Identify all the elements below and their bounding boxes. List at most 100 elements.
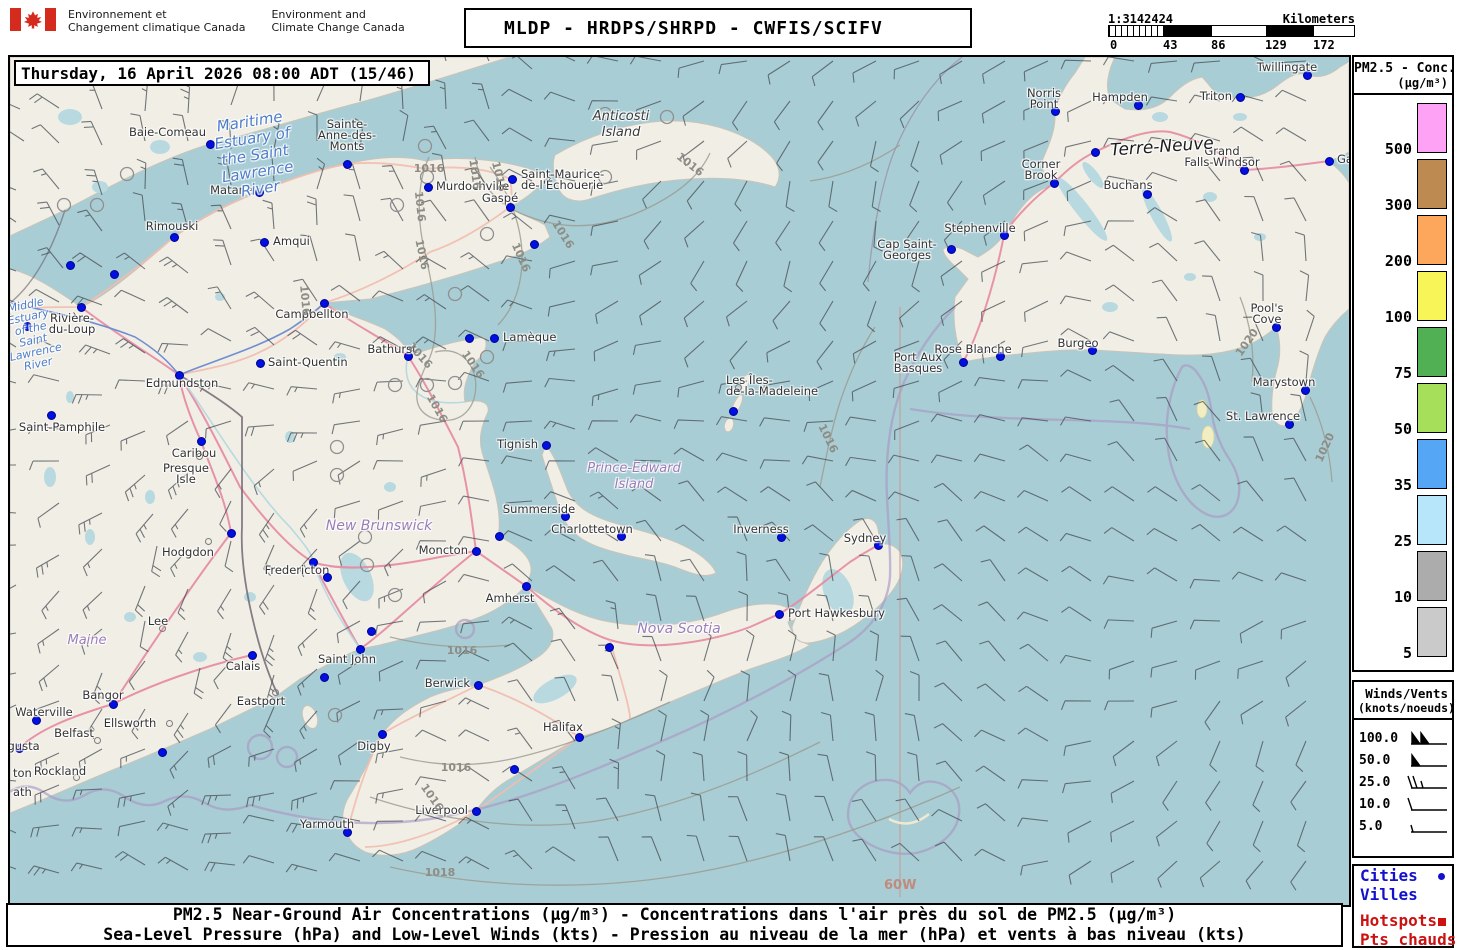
forecast-map: Baie-Comeau Sainte- Anne-des- Monts Matane Ri… — [8, 55, 1351, 907]
city-dot-marker — [343, 828, 352, 837]
hotspot-square-icon — [1438, 918, 1446, 926]
wind-legend-entry: 50.0 — [1354, 750, 1452, 772]
logo-fr-line2: Changement climatique Canada — [68, 21, 246, 34]
isobar-contours — [369, 144, 1333, 886]
city-label: Saint-Quentin — [268, 355, 348, 369]
city-label: Edmundston — [145, 376, 219, 390]
city-label: Eastport — [236, 694, 286, 708]
city-dot-marker — [1134, 101, 1143, 110]
prince-edward-island-label: Prince-Edward Island — [587, 461, 681, 492]
pm25-legend-entry: 500 — [1354, 101, 1452, 158]
city-dot-marker — [309, 558, 318, 567]
city-label: Les Îles-de-la-Madeleine — [726, 373, 819, 398]
city-dot-marker — [248, 651, 257, 660]
map-base-layer — [10, 57, 1349, 897]
city-dot-marker — [561, 512, 570, 521]
city-label: Tignish — [497, 437, 538, 451]
pm25-threshold-value: 50 — [1393, 420, 1412, 438]
city-dot-marker — [777, 533, 786, 542]
caption-line1: PM2.5 Near-Ground Air Concentrations (µg… — [172, 905, 1177, 924]
city-dot-marker — [378, 730, 387, 739]
wind-barb-icon — [1407, 775, 1447, 789]
logo-text-french: Environnement et Changement climatique C… — [68, 8, 245, 34]
isobar-label: 1016 — [440, 761, 472, 774]
pm25-legend-title: PM2.5 - Conc. — [1354, 61, 1456, 76]
city-label: Amqui — [273, 234, 310, 248]
city-label: Port Aux Basques — [893, 350, 943, 375]
hotspots-legend-line2: Pts chauds — [1360, 930, 1457, 949]
wind-legend-entry: 100.0 — [1354, 728, 1452, 750]
town-circle-marker — [196, 453, 203, 460]
winds-legend-title: Winds/Vents — [1365, 686, 1448, 701]
city-dot-marker — [1088, 346, 1097, 355]
city-label: Halifax — [543, 720, 583, 734]
city-dot-marker — [404, 352, 413, 361]
city-dot-marker — [15, 744, 24, 753]
city-dot-marker — [490, 334, 499, 343]
pm25-legend-entry: 75 — [1354, 325, 1452, 382]
city-dot-marker — [1240, 166, 1249, 175]
valid-time-text: Thursday, 16 April 2026 08:00 ADT (15/46… — [21, 63, 416, 83]
pm25-threshold-value: 75 — [1393, 364, 1412, 382]
city-label: Gaspé — [481, 191, 519, 205]
city-dot-marker — [343, 160, 352, 169]
cities-legend-line1: Cities — [1354, 866, 1452, 885]
city-label: Hodgdon — [162, 545, 214, 559]
pm25-legend-entry: 35 — [1354, 437, 1452, 494]
pm25-threshold-value: 500 — [1384, 140, 1412, 158]
city-dot-marker — [947, 245, 956, 254]
city-dot-marker — [874, 541, 883, 550]
city-dot-marker — [729, 407, 738, 416]
city-label: Saint-Pamphile — [18, 420, 106, 434]
city-label: ath — [13, 785, 32, 799]
city-dot-marker — [170, 233, 179, 242]
hotspots-legend-line1: Hotspots — [1354, 911, 1452, 930]
city-dot-marker — [1303, 71, 1312, 80]
wind-barb-icon — [1411, 752, 1447, 767]
pm25-threshold-value: 5 — [1402, 644, 1412, 662]
town-circle-marker — [166, 720, 173, 727]
pm25-color-swatch — [1417, 327, 1447, 377]
town-circle-marker — [94, 737, 101, 744]
city-dot-marker — [775, 610, 784, 619]
maritime-estuary-label: Maritime Estuary of the Saint Lawrence River — [213, 107, 295, 201]
scale-unit-label: Kilometers — [1282, 12, 1355, 26]
pm25-legend-entry: 200 — [1354, 213, 1452, 270]
wind-legend-entry: 10.0 — [1354, 794, 1452, 816]
map-scale-bar: 1:3142424 Kilometers 0 43 86 129 172 — [1108, 12, 1355, 52]
wind-speed-value: 100.0 — [1359, 731, 1399, 746]
pm25-color-swatch — [1417, 215, 1447, 265]
city-dot-marker — [465, 334, 474, 343]
scale-tick: 0 — [1110, 38, 1118, 52]
city-label: Saint John — [318, 652, 376, 666]
logo-fr-line1: Environnement et — [68, 8, 167, 21]
map-title: MLDP - HRDPS/SHRPD - CWFIS/SCIFV — [504, 17, 883, 39]
city-dot-marker — [522, 582, 531, 591]
city-dot-marker — [1051, 107, 1060, 116]
city-label: Rockland — [33, 764, 87, 778]
wind-barbs-layer — [10, 57, 1315, 891]
city-dot-marker — [472, 807, 481, 816]
caption-line2: Sea-Level Pressure (hPa) and Low-Level W… — [103, 925, 1246, 944]
city-label: Gander — [1337, 152, 1349, 166]
city-dot-marker — [66, 261, 75, 270]
city-dot-marker — [367, 627, 376, 636]
pm25-color-swatch — [1417, 103, 1447, 153]
city-label: Fredericton — [264, 563, 330, 577]
city-dot-marker — [23, 322, 32, 331]
pm25-legend-entry: 300 — [1354, 157, 1452, 214]
land-newfoundland — [942, 57, 1349, 427]
markers-legend: Cities Villes Hotspots Pts chauds — [1352, 864, 1457, 949]
city-dot-marker — [474, 681, 483, 690]
wind-speed-value: 5.0 — [1359, 819, 1383, 834]
city-dot-marker — [1272, 323, 1281, 332]
pm25-threshold-value: 200 — [1384, 252, 1412, 270]
maritime-boundaries — [10, 306, 1241, 855]
land-magdalen-3 — [723, 417, 735, 433]
city-dot-marker — [1091, 148, 1100, 157]
wind-barb-icon — [1407, 797, 1447, 811]
pm25-legend: PM2.5 - Conc. (µg/m³) 500 300 200 100 75 50 35… — [1352, 55, 1456, 672]
city-dot-marker — [424, 183, 433, 192]
city-dot-marker — [320, 673, 329, 682]
pm25-legend-entry: 5 — [1354, 605, 1452, 662]
